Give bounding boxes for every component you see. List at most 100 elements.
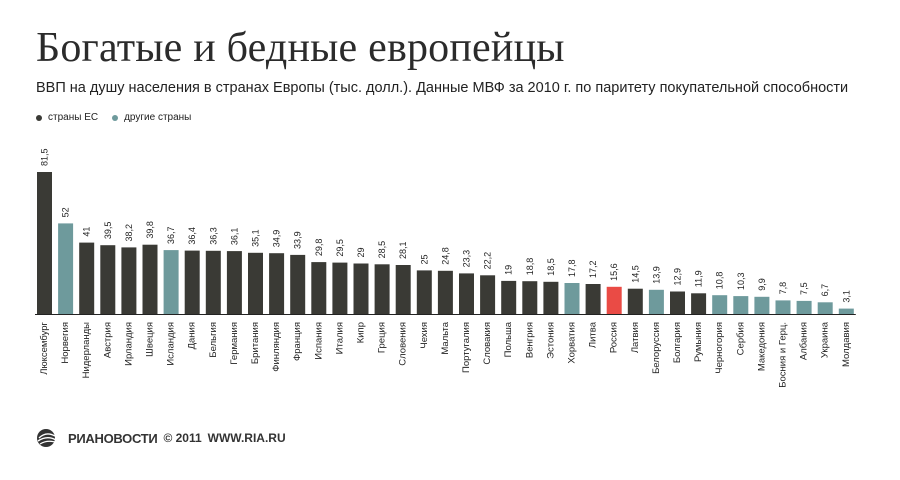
- category-label: Испания: [313, 322, 324, 360]
- value-label: 39,5: [103, 222, 113, 240]
- category-label: Украина: [820, 321, 831, 358]
- category-label: Кипр: [356, 322, 367, 343]
- footer-copyright: © 2011: [163, 431, 202, 445]
- value-label: 28,1: [398, 242, 408, 260]
- value-label: 22,2: [483, 252, 493, 270]
- bar: [205, 250, 221, 314]
- bar: [522, 281, 538, 314]
- value-label: 17,2: [588, 261, 598, 279]
- bar: [163, 250, 179, 314]
- bar: [691, 293, 707, 314]
- bar: [543, 281, 559, 314]
- value-label: 36,7: [166, 227, 176, 245]
- value-label: 29,5: [335, 239, 345, 257]
- legend-item-eu: страны ЕС: [36, 112, 98, 123]
- value-label: 3,1: [841, 290, 851, 303]
- category-label: Германия: [229, 322, 240, 365]
- bar: [100, 245, 116, 314]
- category-label: Нидерланды: [81, 322, 92, 379]
- value-label: 24,8: [440, 247, 450, 265]
- legend-label-eu: страны ЕС: [48, 112, 99, 123]
- value-label: 15,6: [609, 263, 619, 281]
- bar: [585, 284, 601, 314]
- value-label: 10,3: [736, 273, 746, 291]
- category-label: Финляндия: [271, 322, 282, 372]
- bar: [184, 250, 200, 314]
- category-label: Венгрия: [524, 322, 535, 358]
- category-label: Франция: [292, 322, 303, 361]
- category-label: Словакия: [482, 322, 493, 365]
- value-label: 29: [356, 247, 366, 257]
- value-label: 41: [82, 227, 92, 237]
- bar: [606, 286, 622, 314]
- value-label: 33,9: [293, 231, 303, 249]
- value-label: 29,8: [314, 239, 324, 257]
- bar: [754, 296, 770, 314]
- category-label: Исландия: [166, 322, 177, 366]
- value-label: 10,8: [715, 272, 725, 290]
- category-label: Чехия: [419, 322, 430, 349]
- category-label: Босния и Герц.: [778, 322, 789, 388]
- bar: [395, 265, 411, 314]
- bar: [290, 254, 306, 314]
- bar: [37, 172, 52, 314]
- bar: [79, 242, 95, 314]
- footer: РИАНОВОСТИ © 2011 WWW.RIA.RU: [36, 428, 286, 448]
- value-label: 7,5: [799, 282, 809, 295]
- value-label: 12,9: [673, 268, 683, 286]
- category-label: Македония: [756, 322, 767, 371]
- value-label: 36,3: [208, 227, 218, 245]
- bar: [459, 273, 474, 314]
- bar: [670, 291, 685, 314]
- category-label: Норвегия: [60, 322, 71, 364]
- category-label: Литва: [588, 321, 599, 348]
- value-label: 18,5: [546, 258, 556, 276]
- value-label: 35,1: [251, 229, 261, 247]
- bar: [269, 253, 285, 314]
- bar: [648, 289, 664, 314]
- category-label: Белоруссия: [651, 322, 662, 374]
- value-label: 25: [419, 254, 429, 264]
- bar: [796, 300, 812, 314]
- bar: [58, 223, 74, 314]
- value-label: 34,9: [272, 230, 282, 248]
- category-label: Словения: [398, 322, 409, 366]
- value-label: 36,1: [229, 228, 239, 246]
- value-label: 39,8: [145, 221, 155, 239]
- bar: [226, 251, 242, 314]
- bar: [480, 275, 496, 314]
- category-label: Болгария: [672, 322, 683, 363]
- value-label: 36,4: [187, 227, 197, 245]
- category-label: Бельгия: [208, 322, 219, 358]
- category-label: Люксембург: [39, 321, 50, 374]
- value-label: 38,2: [124, 224, 134, 242]
- category-label: Латвия: [630, 322, 641, 353]
- bar: [712, 295, 728, 314]
- chart-title: Богатые и бедные европейцы: [36, 25, 565, 71]
- footer-logo-text: РИАНОВОСТИ: [68, 430, 158, 446]
- category-label: Мальта: [440, 321, 451, 354]
- value-label: 11,9: [694, 270, 704, 287]
- chart-subtitle: ВВП на душу населения в странах Европы (…: [36, 80, 849, 96]
- category-label: Сербия: [735, 322, 746, 355]
- category-label: Британия: [250, 322, 261, 364]
- value-label: 19: [504, 265, 514, 275]
- legend-item-other: другие страны: [112, 112, 191, 123]
- value-label: 81,5: [40, 148, 50, 166]
- value-label: 7,8: [778, 282, 788, 295]
- category-label: Дания: [187, 322, 198, 349]
- category-label: Швеция: [145, 322, 156, 357]
- bar: [353, 263, 369, 314]
- bar: [416, 270, 432, 314]
- bar: [374, 264, 390, 314]
- bar: [142, 244, 158, 314]
- legend-label-other: другие страны: [124, 112, 192, 123]
- footer-url[interactable]: WWW.RIA.RU: [207, 431, 286, 445]
- category-label: Черногория: [714, 322, 725, 374]
- bar: [332, 262, 348, 314]
- category-label: Португалия: [461, 322, 472, 373]
- value-label: 9,9: [757, 278, 767, 291]
- value-label: 23,3: [462, 250, 472, 268]
- category-label: Ирландия: [123, 322, 134, 366]
